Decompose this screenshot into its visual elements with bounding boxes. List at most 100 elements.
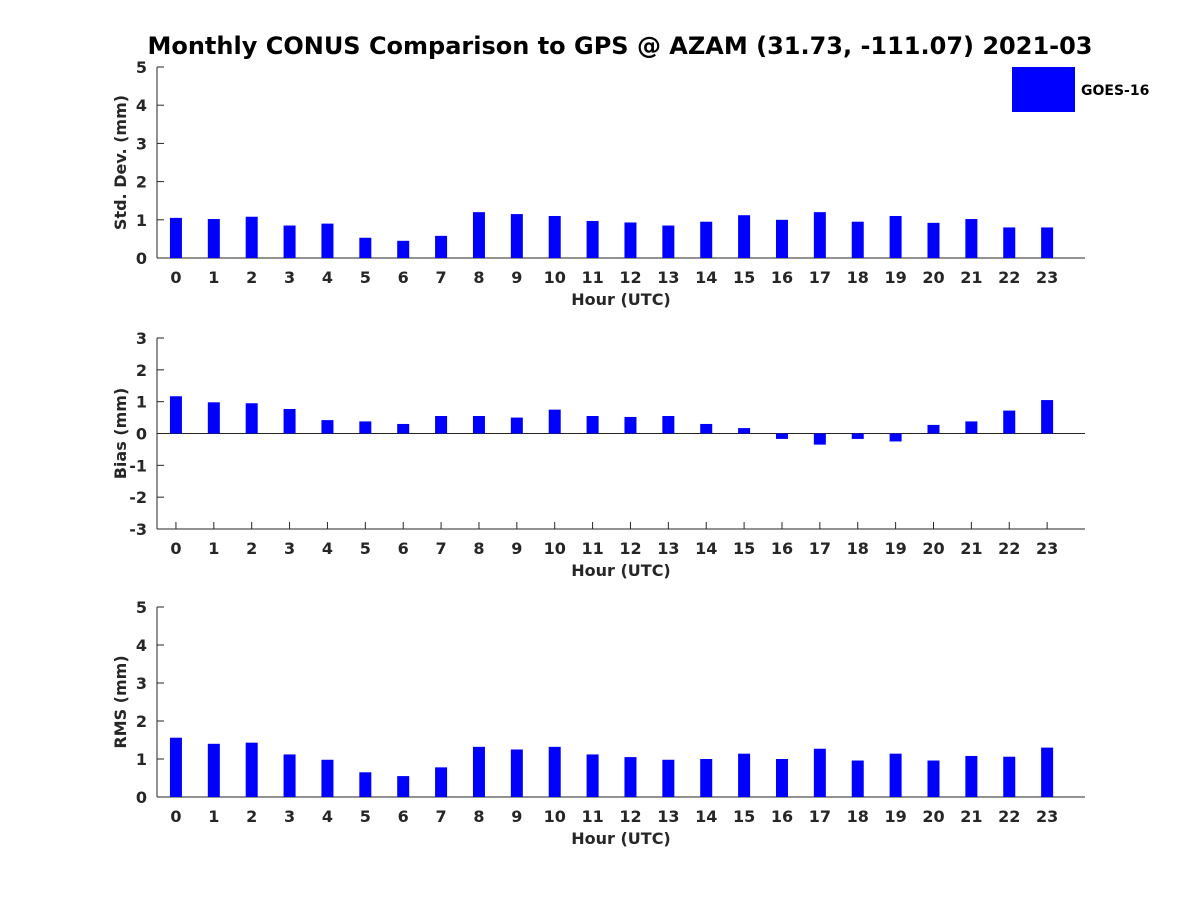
x-tick-label: 8 bbox=[473, 539, 484, 558]
bar-hour-18 bbox=[851, 433, 864, 439]
bar-hour-6 bbox=[397, 776, 410, 797]
x-tick-label: 20 bbox=[922, 268, 944, 287]
bar-hour-9 bbox=[510, 417, 523, 434]
bar-hour-21 bbox=[965, 755, 978, 797]
bar-hour-11 bbox=[586, 415, 599, 434]
x-axis-label: Hour (UTC) bbox=[571, 829, 671, 848]
x-tick-label: 6 bbox=[398, 539, 409, 558]
x-tick-label: 9 bbox=[511, 268, 522, 287]
bar-hour-3 bbox=[283, 225, 296, 258]
x-tick-label: 17 bbox=[809, 268, 831, 287]
x-tick-label: 14 bbox=[695, 807, 717, 826]
x-tick-label: 10 bbox=[544, 539, 566, 558]
bar-hour-14 bbox=[700, 221, 713, 258]
x-tick-label: 6 bbox=[398, 268, 409, 287]
bar-hour-13 bbox=[662, 415, 675, 434]
x-tick-label: 23 bbox=[1036, 807, 1058, 826]
chart-title: Monthly CONUS Comparison to GPS @ AZAM (… bbox=[147, 32, 1092, 60]
x-tick-label: 16 bbox=[771, 807, 793, 826]
bar-hour-23 bbox=[1041, 227, 1054, 258]
bar-hour-18 bbox=[851, 221, 864, 258]
y-tick-label: 0 bbox=[136, 249, 147, 268]
x-tick-label: 13 bbox=[657, 268, 679, 287]
x-tick-label: 6 bbox=[398, 807, 409, 826]
x-tick-label: 3 bbox=[284, 268, 295, 287]
x-tick-label: 20 bbox=[922, 807, 944, 826]
bar-hour-2 bbox=[245, 403, 258, 434]
bar-hour-6 bbox=[397, 240, 410, 258]
bar-hour-1 bbox=[207, 402, 220, 434]
y-tick-label: 4 bbox=[136, 636, 147, 655]
bar-hour-0 bbox=[169, 737, 182, 797]
bar-hour-17 bbox=[813, 433, 826, 445]
x-tick-label: 7 bbox=[436, 539, 447, 558]
x-tick-label: 12 bbox=[619, 539, 641, 558]
y-tick-label: 5 bbox=[136, 58, 147, 77]
bar-hour-14 bbox=[700, 423, 713, 434]
x-tick-label: 17 bbox=[809, 807, 831, 826]
y-axis-label: Std. Dev. (mm) bbox=[111, 95, 130, 230]
bar-hour-15 bbox=[738, 428, 751, 434]
x-tick-label: 7 bbox=[436, 268, 447, 287]
bar-hour-16 bbox=[775, 759, 788, 797]
x-tick-label: 11 bbox=[581, 268, 603, 287]
bar-hour-15 bbox=[738, 753, 751, 797]
bar-hour-17 bbox=[813, 212, 826, 258]
x-tick-label: 9 bbox=[511, 539, 522, 558]
bar-hour-6 bbox=[397, 423, 410, 434]
bar-hour-2 bbox=[245, 216, 258, 258]
x-tick-label: 4 bbox=[322, 807, 333, 826]
bar-hour-0 bbox=[169, 217, 182, 258]
x-tick-label: 5 bbox=[360, 539, 371, 558]
y-tick-label: 3 bbox=[136, 329, 147, 348]
y-tick-label: 2 bbox=[136, 173, 147, 192]
y-tick-label: -3 bbox=[129, 520, 147, 539]
bar-hour-19 bbox=[889, 753, 902, 797]
bar-hour-15 bbox=[738, 215, 751, 258]
x-tick-label: 20 bbox=[922, 539, 944, 558]
bar-hour-11 bbox=[586, 220, 599, 258]
x-tick-label: 8 bbox=[473, 807, 484, 826]
bar-hour-16 bbox=[775, 219, 788, 258]
x-tick-label: 10 bbox=[544, 807, 566, 826]
y-tick-label: 0 bbox=[136, 788, 147, 807]
bar-hour-17 bbox=[813, 748, 826, 797]
y-axis-label: RMS (mm) bbox=[111, 655, 130, 748]
bar-hour-2 bbox=[245, 742, 258, 797]
x-tick-label: 8 bbox=[473, 268, 484, 287]
x-tick-label: 22 bbox=[998, 807, 1020, 826]
x-tick-label: 22 bbox=[998, 268, 1020, 287]
y-tick-label: 2 bbox=[136, 361, 147, 380]
y-tick-label: 3 bbox=[136, 134, 147, 153]
x-axis-label: Hour (UTC) bbox=[571, 290, 671, 309]
x-tick-label: 2 bbox=[246, 539, 257, 558]
x-tick-label: 7 bbox=[436, 807, 447, 826]
bar-hour-18 bbox=[851, 760, 864, 797]
bar-hour-21 bbox=[965, 219, 978, 258]
bar-hour-23 bbox=[1041, 747, 1054, 797]
x-tick-label: 11 bbox=[581, 539, 603, 558]
x-tick-label: 15 bbox=[733, 539, 755, 558]
x-tick-label: 16 bbox=[771, 268, 793, 287]
bar-hour-8 bbox=[472, 746, 485, 797]
bar-hour-1 bbox=[207, 743, 220, 797]
bar-hour-5 bbox=[359, 421, 372, 434]
x-tick-label: 21 bbox=[960, 268, 982, 287]
x-tick-label: 16 bbox=[771, 539, 793, 558]
x-tick-label: 2 bbox=[246, 268, 257, 287]
x-tick-label: 0 bbox=[170, 268, 181, 287]
x-tick-label: 14 bbox=[695, 268, 717, 287]
bar-hour-9 bbox=[510, 749, 523, 797]
x-tick-label: 18 bbox=[847, 807, 869, 826]
x-tick-label: 13 bbox=[657, 539, 679, 558]
bar-hour-12 bbox=[624, 757, 637, 797]
x-tick-label: 15 bbox=[733, 807, 755, 826]
x-tick-label: 10 bbox=[544, 268, 566, 287]
bar-hour-19 bbox=[889, 433, 902, 442]
bar-hour-5 bbox=[359, 237, 372, 258]
x-tick-label: 15 bbox=[733, 268, 755, 287]
